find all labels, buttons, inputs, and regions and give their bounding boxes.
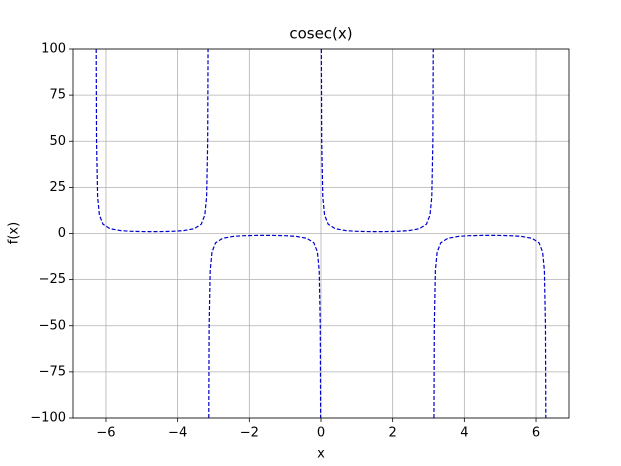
y-tick-label: −25 (39, 272, 66, 287)
chart-title: cosec(x) (289, 25, 352, 43)
x-tick-label: 0 (317, 426, 325, 441)
y-tick-label: −50 (39, 318, 66, 333)
y-tick-label: −75 (39, 364, 66, 379)
x-tick-label: −2 (240, 426, 259, 441)
y-tick-label: 25 (49, 180, 66, 195)
y-tick-label: 50 (49, 134, 66, 149)
plot-frame (72, 48, 570, 419)
y-axis-label: f(x) (7, 222, 22, 244)
x-tick-label: −6 (96, 426, 115, 441)
y-tick-label: 0 (58, 226, 66, 241)
y-tick-label: 75 (49, 88, 66, 103)
x-axis-label: x (317, 447, 325, 462)
y-tick-label: −100 (30, 411, 66, 426)
x-tick-label: −4 (168, 426, 187, 441)
y-tick-label: 100 (41, 42, 66, 57)
x-tick-label: 6 (532, 426, 540, 441)
x-tick-label: 4 (460, 426, 468, 441)
x-tick-label: 2 (389, 426, 397, 441)
